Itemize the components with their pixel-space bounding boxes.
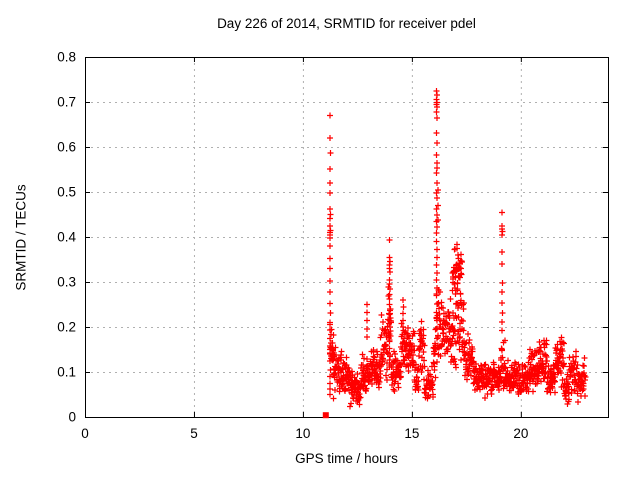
y-tick-label: 0.8 [57, 50, 76, 65]
chart-title: Day 226 of 2014, SRMTID for receiver pde… [217, 16, 476, 31]
y-tick-label: 0.5 [57, 185, 76, 200]
x-tick-label: 15 [404, 426, 419, 441]
scatter-points [327, 88, 589, 410]
x-axis-label: GPS time / hours [295, 451, 398, 466]
y-tick-label: 0.7 [57, 95, 76, 110]
y-axis-label: SRMTID / TECUs [13, 184, 29, 291]
y-tick-label: 0 [68, 410, 76, 425]
x-tick-label: 20 [513, 426, 528, 441]
y-tick-label: 0.3 [57, 275, 76, 290]
x-tick-label: 5 [190, 426, 198, 441]
y-tick-label: 0.4 [57, 230, 76, 245]
x-tick-label: 0 [81, 426, 89, 441]
y-tick-label: 0.1 [57, 365, 76, 380]
x-tick-label: 10 [295, 426, 310, 441]
y-tick-label: 0.2 [57, 320, 76, 335]
y-tick-label: 0.6 [57, 140, 76, 155]
scatter-square-point [322, 412, 329, 419]
